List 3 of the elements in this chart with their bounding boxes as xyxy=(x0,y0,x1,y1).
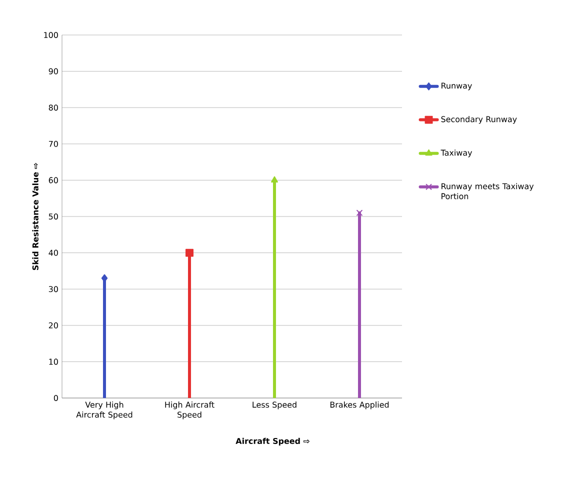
point xyxy=(270,176,278,182)
point xyxy=(186,248,194,257)
point xyxy=(356,210,362,216)
